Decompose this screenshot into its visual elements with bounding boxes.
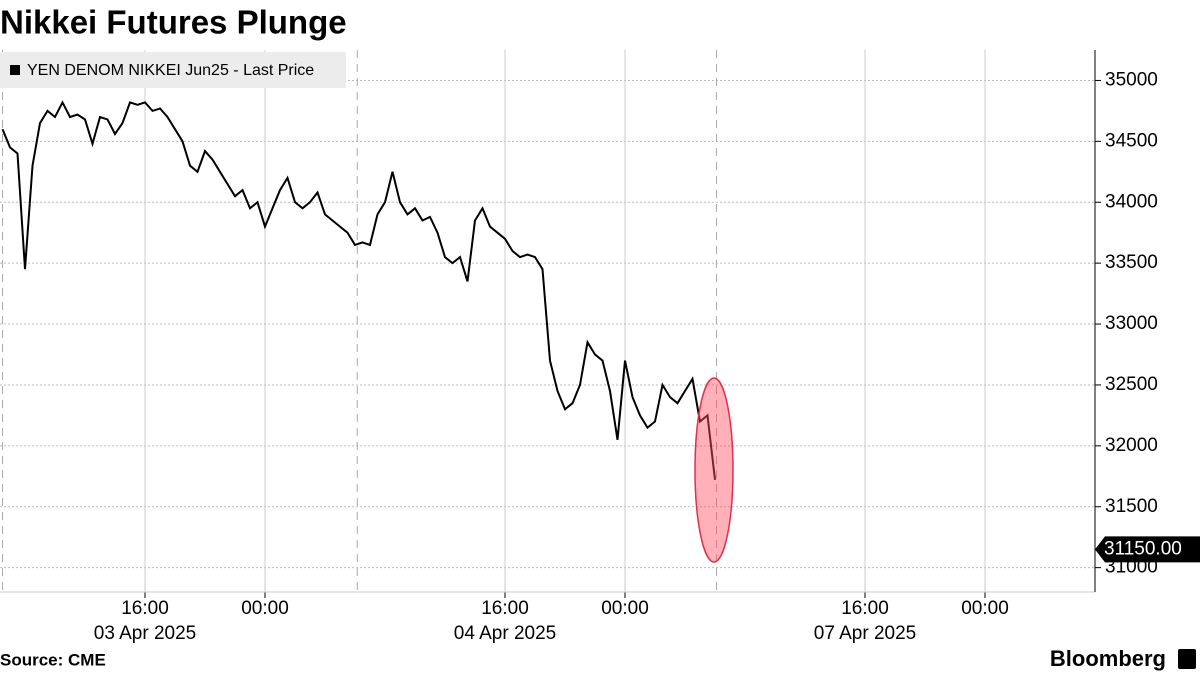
y-tick-label: 31500: [1105, 496, 1158, 517]
y-tick-label: 32500: [1105, 374, 1158, 395]
source: Source: CME: [0, 650, 106, 669]
x-tick-label: 16:00: [121, 598, 169, 619]
y-tick-label: 34500: [1105, 130, 1158, 151]
x-date-label: 04 Apr 2025: [454, 623, 556, 644]
y-tick-label: 35000: [1105, 69, 1158, 90]
x-tick-label: 16:00: [481, 598, 529, 619]
x-tick-label: 00:00: [961, 598, 1009, 619]
x-tick-label: 00:00: [601, 598, 649, 619]
plot: [1, 100, 716, 481]
y-tick-label: 33000: [1105, 313, 1158, 334]
y-tick-label: 32000: [1105, 435, 1158, 456]
legend-swatch: [10, 65, 20, 75]
x-tick-label: 00:00: [241, 598, 289, 619]
legend-label: YEN DENOM NIKKEI Jun25 - Last Price: [27, 62, 314, 79]
x-date-label: 07 Apr 2025: [814, 623, 916, 644]
highlight-ellipse: [694, 377, 734, 563]
x-tick-label: 16:00: [841, 598, 889, 619]
price-line: [1, 100, 716, 481]
last-price-tag: [1095, 536, 1200, 563]
grid: [0, 50, 1101, 598]
y-tick-label: 33500: [1105, 252, 1158, 273]
x-date-label: 03 Apr 2025: [94, 623, 196, 644]
chart-title: Nikkei Futures Plunge: [0, 4, 347, 41]
brand-icon: [1178, 649, 1196, 669]
legend-box: [0, 52, 346, 88]
y-tick-label: 34000: [1105, 191, 1158, 212]
last-price-label: 31150.00: [1104, 538, 1182, 559]
brand: Bloomberg: [1050, 646, 1166, 671]
